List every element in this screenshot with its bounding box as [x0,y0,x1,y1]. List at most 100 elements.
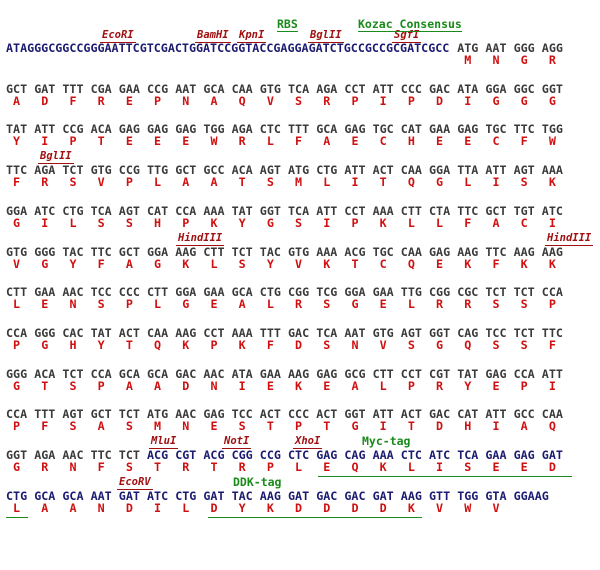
dna-prefix: ATAGGGCGGCCGGGAATTCGTCGACTGGATCCGGTACCGA… [6,41,450,55]
amino-acid: K [238,337,246,352]
codon: AGA [34,163,56,178]
codon: TAC [231,488,253,503]
codon: GAC [288,325,310,340]
codon: CGA [90,81,112,96]
codon: GGT [344,407,366,422]
codon: TGC [372,122,394,137]
codon: GCC [513,407,535,422]
codon: CTG [316,163,338,178]
codon: CCG [62,122,84,137]
amino-acid: S [464,460,472,474]
amino-acid: K [266,500,274,515]
codon: GAT [541,448,563,462]
codon: CAC [62,325,84,340]
amino-acid: E [436,134,444,149]
amino-acid: Y [97,337,105,352]
codon: TCT [231,244,253,259]
codon: CCA [513,366,535,381]
amino-acid: E [464,134,472,149]
codon: CCC [118,285,140,300]
codon: GGA [6,203,28,218]
codon: TAT [231,203,253,218]
amino-acid: L [210,256,218,271]
amino-acid: R [548,53,556,67]
codon: TCT [62,163,84,178]
amino-acid: G [182,297,190,312]
amino-acid: E [210,419,218,434]
codon: CCA [90,366,112,381]
amino-acid: L [182,500,190,515]
codon: CCT [400,366,422,381]
amino-acid: I [323,215,331,230]
amino-acid: R [436,378,444,393]
amino-acid: Y [238,500,246,515]
amino-acid: S [295,215,303,230]
amino-acid: C [492,134,500,149]
feature-label: Kozac Consensus [358,17,462,32]
codon: GGA [485,81,507,96]
amino-acid: F [266,337,274,352]
codon: CTT [147,285,169,300]
codon: AAT [175,81,197,96]
amino-acid: A [97,419,105,434]
codon: GTT [429,488,451,503]
amino-acid: P [125,297,133,312]
amino-acid: L [407,460,415,474]
codon: TGC [372,244,394,259]
restriction-site: HindIII [176,231,225,246]
amino-acid: S [266,175,274,190]
amino-acid: P [182,215,190,230]
amino-acid: A [210,175,218,190]
codon: GCC [203,163,225,178]
amino-acid: S [97,297,105,312]
amino-acid: E [492,378,500,393]
amino-acid: S [407,337,415,352]
amino-acid: S [125,460,133,474]
amino-acid: I [351,175,359,190]
amino-acid: T [351,256,359,271]
codon: GCA [118,366,140,381]
amino-acid: F [97,460,105,474]
codon: TCA [90,203,112,218]
amino-acid: V [436,500,444,515]
amino-acid: G [13,378,21,393]
amino-acid: N [182,93,190,108]
amino-acid: F [13,175,21,190]
amino-acid: E [492,460,500,474]
codon: ACG [203,448,225,462]
codon: AGT [513,163,535,178]
amino-acid: L [407,215,415,230]
codon: GAG [485,366,507,381]
codon: ATG [147,407,169,422]
amino-acid: A [41,500,49,515]
amino-acid: F [492,256,500,271]
codon: TTG [147,163,169,178]
codon: GCG [344,366,366,381]
codon: AGT [118,203,140,218]
codon: CTC [400,448,422,462]
restriction-site: BglII [38,150,74,165]
codon: AAG [288,366,310,381]
amino-acid: W [464,500,472,515]
codon: TGG [203,122,225,137]
tag-underline [6,516,28,518]
amino-acid: S [520,175,528,190]
codon: AAG [513,244,535,259]
codon: AGG [541,41,563,55]
amino-acid: I [464,93,472,108]
amino-acid: S [492,297,500,312]
codon: AAC [62,448,84,462]
codon: CCT [344,81,366,96]
amino-acid: F [69,93,77,108]
codon: GAC [344,488,366,503]
amino-acid: A [69,500,77,515]
codon: TTC [485,244,507,259]
amino-acid: D [182,378,190,393]
amino-acid: D [379,500,387,515]
codon: ATT [372,407,394,422]
amino-acid: N [182,419,190,434]
amino-acid: S [238,256,246,271]
amino-acid: D [295,337,303,352]
codon: ATA [457,81,479,96]
amino-acid: I [379,93,387,108]
